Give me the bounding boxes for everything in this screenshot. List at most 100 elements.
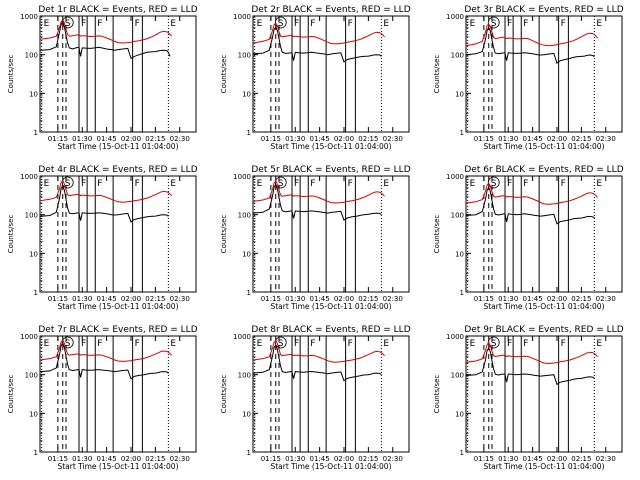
interval-marker-label: E <box>44 179 50 189</box>
series-line-events <box>465 26 595 65</box>
y-axis-label: Counts/sec <box>7 215 15 254</box>
x-tick-label: 02:00 <box>121 135 141 143</box>
panel-det-3: Det 3r BLACK = Events, RED = LLD 1 10 100 10… <box>433 5 624 151</box>
y-tick-label: 100 <box>451 52 464 60</box>
y-axis-label: Counts/sec <box>220 215 228 254</box>
series-line-events <box>39 184 169 223</box>
plot-frame <box>465 175 623 293</box>
x-tick-label: 01:45 <box>523 295 543 303</box>
interval-marker-label: S <box>65 179 71 189</box>
x-axis-label: Start Time (15-Oct-11 01:04:00) <box>483 142 604 151</box>
interval-marker-label: F <box>561 19 566 29</box>
y-axis-label: Counts/sec <box>433 215 441 254</box>
x-tick-label: 01:15 <box>474 135 494 143</box>
plot-frame <box>39 175 197 293</box>
x-tick-label: 02:15 <box>145 135 165 143</box>
x-tick-label: 01:15 <box>261 455 281 463</box>
interval-marker-label: F <box>81 19 86 29</box>
x-tick-label: 02:30 <box>170 135 190 143</box>
panel-title: Det 2r BLACK = Events, RED = LLD <box>251 5 410 15</box>
y-tick-label: 10 <box>242 410 251 418</box>
interval-marker-label: F <box>97 339 102 349</box>
x-tick-label: 01:30 <box>285 135 305 143</box>
x-tick-label: 01:45 <box>523 455 543 463</box>
y-tick-label: 10 <box>242 250 251 258</box>
y-tick-label: 100 <box>451 212 464 220</box>
x-tick-label: 02:30 <box>596 295 616 303</box>
series-line-events <box>39 20 171 60</box>
interval-marker-label: S <box>65 19 71 29</box>
y-tick-label: 10 <box>29 250 38 258</box>
x-tick-label: 02:00 <box>121 455 141 463</box>
series-line-events <box>252 344 382 382</box>
x-tick-label: 01:45 <box>310 455 330 463</box>
panel-title: Det 8r BLACK = Events, RED = LLD <box>251 325 410 335</box>
x-tick-label: 02:15 <box>571 135 591 143</box>
x-axis-label: Start Time (15-Oct-11 01:04:00) <box>270 462 391 471</box>
interval-marker-label: S <box>491 179 497 189</box>
panel-title: Det 1r BLACK = Events, RED = LLD <box>38 5 197 15</box>
y-tick-label: 100 <box>238 212 251 220</box>
y-tick-label: 1000 <box>233 173 251 181</box>
y-tick-label: 1 <box>247 449 251 457</box>
series-line-lld <box>252 22 385 45</box>
x-axis-label: Start Time (15-Oct-11 01:04:00) <box>57 142 178 151</box>
x-axis-label: Start Time (15-Oct-11 01:04:00) <box>483 302 604 311</box>
panel-det-8: Det 8r BLACK = Events, RED = LLD 1 10 100 10… <box>220 325 411 471</box>
x-tick-label: 01:30 <box>72 295 92 303</box>
series-line-events <box>465 346 595 386</box>
interval-marker-label: S <box>65 339 71 349</box>
plot-frame <box>465 15 623 133</box>
series-line-events <box>252 25 382 63</box>
interval-marker-label: F <box>294 339 299 349</box>
panel-title: Det 4r BLACK = Events, RED = LLD <box>38 165 197 175</box>
x-tick-label: 02:00 <box>547 455 567 463</box>
panel-det-7: Det 7r BLACK = Events, RED = LLD 1 10 100 10… <box>7 325 198 471</box>
plot-frame <box>252 335 410 453</box>
interval-marker-label: F <box>507 179 512 189</box>
y-tick-label: 1000 <box>20 173 38 181</box>
x-tick-label: 01:15 <box>474 455 494 463</box>
interval-marker-label: F <box>523 19 528 29</box>
interval-marker-label: F <box>294 179 299 189</box>
y-tick-label: 1 <box>247 289 251 297</box>
interval-marker-label: F <box>561 179 566 189</box>
y-tick-label: 10 <box>455 410 464 418</box>
x-tick-label: 02:30 <box>170 295 190 303</box>
interval-marker-label: E <box>257 179 263 189</box>
series-line-events <box>39 342 169 380</box>
plot-frame <box>39 335 197 453</box>
x-tick-label: 01:15 <box>261 135 281 143</box>
y-tick-label: 100 <box>238 372 251 380</box>
interval-marker-label: F <box>523 179 528 189</box>
interval-marker-label: F <box>97 179 102 189</box>
x-axis-label: Start Time (15-Oct-11 01:04:00) <box>270 302 391 311</box>
x-tick-label: 02:15 <box>358 455 378 463</box>
y-axis-label: Counts/sec <box>433 375 441 414</box>
interval-marker-label: S <box>491 19 497 29</box>
y-tick-label: 1 <box>460 289 464 297</box>
x-tick-label: 02:00 <box>547 135 567 143</box>
interval-marker-label: F <box>81 339 86 349</box>
x-tick-label: 01:30 <box>285 295 305 303</box>
x-axis-label: Start Time (15-Oct-11 01:04:00) <box>57 462 178 471</box>
y-axis-label: Counts/sec <box>7 375 15 414</box>
saa-circle <box>61 336 74 349</box>
x-tick-label: 01:45 <box>97 455 117 463</box>
y-tick-label: 10 <box>455 250 464 258</box>
x-axis-label: Start Time (15-Oct-11 01:04:00) <box>57 302 178 311</box>
interval-marker-label: S <box>278 19 284 29</box>
series-line-lld <box>39 179 172 203</box>
x-tick-label: 01:30 <box>72 135 92 143</box>
panel-title: Det 3r BLACK = Events, RED = LLD <box>464 5 623 15</box>
interval-marker-label: E <box>44 19 50 29</box>
interval-marker-label: E <box>170 19 176 29</box>
y-tick-label: 100 <box>25 372 38 380</box>
y-tick-label: 10 <box>455 90 464 98</box>
interval-marker-label: F <box>348 339 353 349</box>
x-tick-label: 02:15 <box>358 295 378 303</box>
y-tick-label: 10 <box>29 90 38 98</box>
y-axis-label: Counts/sec <box>433 55 441 94</box>
x-tick-label: 01:30 <box>498 135 518 143</box>
